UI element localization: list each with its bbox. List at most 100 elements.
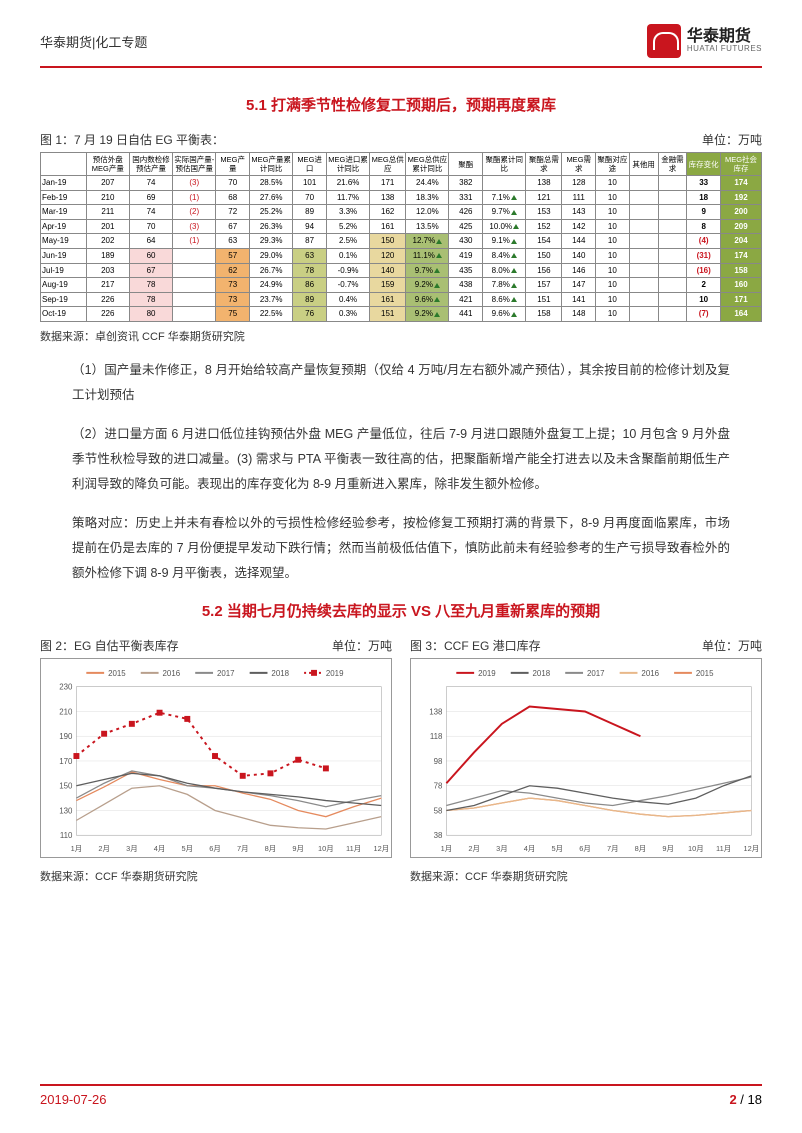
cell: 67	[216, 219, 250, 234]
svg-text:2019: 2019	[478, 669, 496, 678]
cell: 0.4%	[326, 292, 369, 307]
svg-text:11月: 11月	[346, 844, 361, 853]
svg-text:6月: 6月	[209, 844, 221, 853]
cell: 63	[293, 248, 327, 263]
cell: 57	[216, 248, 250, 263]
cell: 29.0%	[250, 248, 293, 263]
cell: 140	[562, 248, 596, 263]
cell: 3.3%	[326, 205, 369, 220]
svg-text:11月: 11月	[716, 844, 731, 853]
cell: 73	[216, 292, 250, 307]
cell: 9	[687, 205, 721, 220]
cell: 28.5%	[250, 176, 293, 191]
cell: 9.1%	[483, 234, 526, 249]
cell: 152	[526, 219, 562, 234]
cell: 5.2%	[326, 219, 369, 234]
svg-text:8月: 8月	[265, 844, 277, 853]
cell: 421	[449, 292, 483, 307]
cell: 151	[370, 307, 406, 322]
cell: 78	[129, 278, 172, 293]
cell: 0.1%	[326, 248, 369, 263]
cell: 140	[370, 263, 406, 278]
cell: 8.6%	[483, 292, 526, 307]
cell: 138	[526, 176, 562, 191]
svg-text:130: 130	[59, 806, 73, 815]
col-header: 金融需求	[658, 153, 687, 176]
svg-text:2016: 2016	[641, 669, 659, 678]
cell: 425	[449, 219, 483, 234]
brand-en: HUATAI FUTURES	[687, 45, 762, 54]
cell: 10	[596, 205, 630, 220]
cell: 23.7%	[250, 292, 293, 307]
cell	[629, 307, 658, 322]
cell: 161	[370, 219, 406, 234]
cell: 101	[293, 176, 327, 191]
para-1: （1）国产量未作修正，8 月开始给较高产量恢复预期（仅给 4 万吨/月左右额外减…	[72, 358, 730, 408]
svg-text:3月: 3月	[126, 844, 138, 853]
cell	[658, 248, 687, 263]
cell: 89	[293, 205, 327, 220]
fig3-unit: 单位：万吨	[702, 637, 762, 654]
cell: 89	[293, 292, 327, 307]
col-header: 其他用	[629, 153, 658, 176]
fig3-caption: 图 3：CCF EG 港口库存 单位：万吨	[410, 637, 762, 654]
table-row: Jul-19203676226.7%78-0.9%1409.7%4358.0%1…	[41, 263, 762, 278]
cell: 162	[370, 205, 406, 220]
svg-text:78: 78	[434, 782, 443, 791]
cell: 207	[86, 176, 129, 191]
col-header: 聚酯总需求	[526, 153, 562, 176]
svg-text:230: 230	[59, 683, 73, 692]
cell	[629, 278, 658, 293]
cell: 210	[86, 190, 129, 205]
svg-text:9月: 9月	[662, 844, 674, 853]
cell: 70	[293, 190, 327, 205]
cell: 158	[721, 263, 762, 278]
cell: 10	[596, 248, 630, 263]
svg-text:8月: 8月	[635, 844, 647, 853]
col-header: MEG需求	[562, 153, 596, 176]
section-5-2-title: 5.2 当期七月仍持续去库的显示 VS 八至九月重新累库的预期	[0, 600, 802, 621]
cell: 9.6%	[483, 307, 526, 322]
svg-text:2016: 2016	[163, 669, 181, 678]
table-row: Oct-19226807522.5%760.3%1519.2%4419.6%15…	[41, 307, 762, 322]
table-row: May-1920264(1)6329.3%872.5%15012.7%4309.…	[41, 234, 762, 249]
fig2-source: 数据来源：CCF 华泰期货研究院	[40, 868, 392, 884]
cell: Oct-19	[41, 307, 87, 322]
col-header: MEG产量	[216, 153, 250, 176]
balance-table-wrap: 预估外盘MEG产量国内数检修预估产量实际国产量-预估国产量MEG产量MEG产量累…	[40, 152, 762, 322]
cell: 200	[721, 205, 762, 220]
cell: 171	[370, 176, 406, 191]
cell: 189	[86, 248, 129, 263]
cell: 201	[86, 219, 129, 234]
cell	[173, 292, 216, 307]
cell: 0.3%	[326, 307, 369, 322]
cell: 161	[370, 292, 406, 307]
cell: 73	[216, 278, 250, 293]
cell: 27.6%	[250, 190, 293, 205]
svg-text:2015: 2015	[696, 669, 714, 678]
svg-text:10月: 10月	[688, 844, 704, 853]
cell: 204	[721, 234, 762, 249]
cell: 10	[687, 292, 721, 307]
cell: 11.7%	[326, 190, 369, 205]
cell: 138	[370, 190, 406, 205]
cell: Jan-19	[41, 176, 87, 191]
cell: 10	[596, 176, 630, 191]
svg-text:12月: 12月	[744, 844, 760, 853]
cell: 87	[293, 234, 327, 249]
svg-text:6月: 6月	[579, 844, 591, 853]
cell	[658, 263, 687, 278]
col-header: 聚酯对应途	[596, 153, 630, 176]
cell: 8	[687, 219, 721, 234]
cell: 68	[216, 190, 250, 205]
cell: 438	[449, 278, 483, 293]
svg-text:5月: 5月	[182, 844, 194, 853]
col-header: MEG进口	[293, 153, 327, 176]
cell: 24.9%	[250, 278, 293, 293]
balance-table: 预估外盘MEG产量国内数检修预估产量实际国产量-预估国产量MEG产量MEG产量累…	[40, 152, 762, 322]
cell: 147	[562, 278, 596, 293]
col-header: MEG产量累计同比	[250, 153, 293, 176]
svg-text:4月: 4月	[524, 844, 536, 853]
col-header: 聚酯	[449, 153, 483, 176]
svg-text:7月: 7月	[237, 844, 249, 853]
